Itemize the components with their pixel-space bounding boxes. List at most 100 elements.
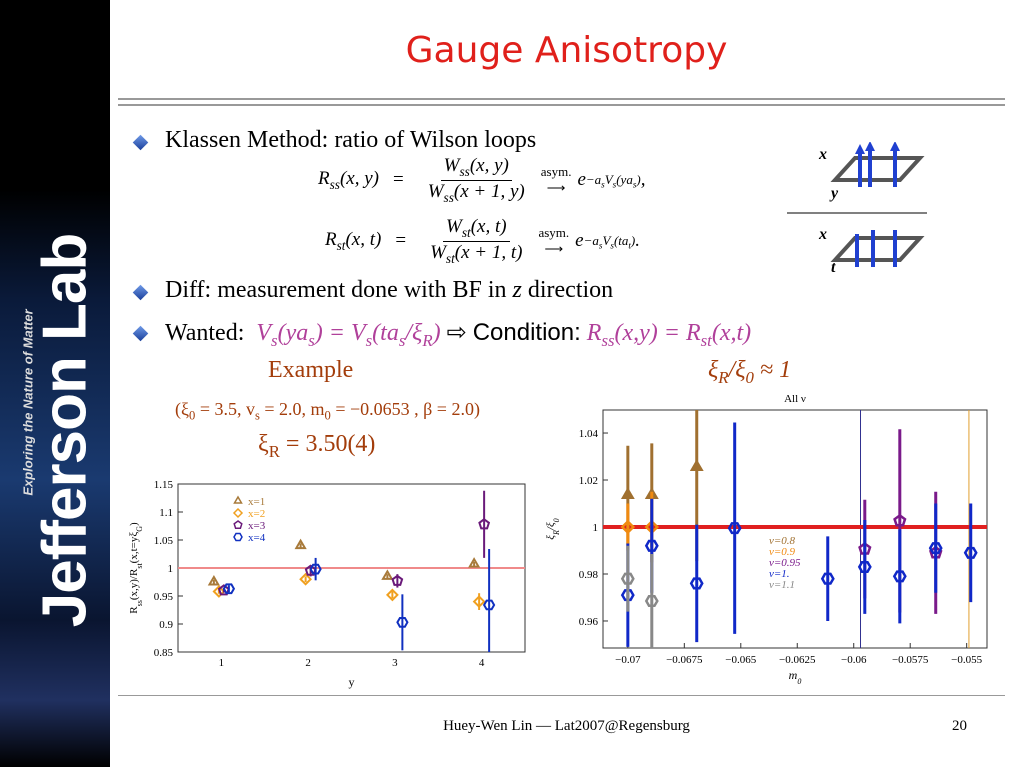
text: R [318,167,330,189]
subscript: ss [459,163,470,179]
chart: 0.85 0.9 0.95 1 1.05 1.1 1.15 1 2 3 4 y Rss(x,y)/Rst… [128,479,526,689]
text: m [789,668,798,682]
label: Wanted: [165,320,245,346]
subscript: s [610,240,614,251]
rule [118,695,1005,696]
denominator: Wss(x + 1, y) [428,181,525,206]
text: = 3.5, v [195,399,255,419]
x-tick-label: −0.07 [615,654,641,666]
legend-marker [232,507,244,519]
chart-title: All ν [784,393,806,405]
x-tick-label: 3 [392,657,398,669]
marker [304,564,317,576]
text: W [427,180,444,202]
y-tick-label: 0.85 [154,647,174,659]
equation: Rss(x,y) = Rst(x,t) [586,320,752,350]
text: ) [630,232,636,248]
text: W [445,216,462,237]
marker [396,617,409,628]
text: (x, t) [470,216,507,237]
text: = 2.0, m [259,399,325,419]
subscript: 0 [189,408,196,423]
subscript: ss [135,600,144,606]
marker [644,594,659,608]
marker [620,589,635,602]
arrow-head [865,142,875,151]
marker [482,599,496,611]
legend-marker [233,532,243,542]
y-tick-label: 0.9 [159,619,173,631]
loop-frame [830,156,925,182]
loop-label: y [829,185,839,202]
text: (x + 1, y) [453,180,525,202]
exponent: −asVs(tat) [584,233,636,251]
text: (ya [277,320,309,346]
marker [620,487,635,500]
flux-arrow [855,230,897,267]
formula: Rst(x, t) = Wst(x, t) Wst(x + 1, t) asym. ⟶ e −… [325,216,640,267]
subscript: R [422,330,433,350]
sidebar: Jefferson Lab Exploring the Nature of Ma… [0,0,110,767]
text: (ta [372,320,399,346]
text: R [128,606,140,614]
subscript: s [612,179,617,190]
text: (x, t) [345,228,382,250]
bullet-marker [132,325,149,342]
bullet-marker [132,284,149,301]
text: V [256,320,272,346]
x-label: y [349,675,355,689]
equals: = [393,169,404,191]
text: ) [128,522,140,526]
text: V [604,171,613,187]
marker [620,519,636,535]
y-tick-label: 0.95 [154,591,174,603]
text: (x,y) = R [614,320,701,346]
x-tick-label: −0.0675 [666,654,703,666]
page-number: 20 [952,718,967,734]
text: ) = V [314,320,366,346]
xi-r: ξR = 3.50(4) [258,431,375,462]
x-tick-label: 2 [305,657,311,669]
legend-label: ν=0.8 [769,535,796,547]
arrow-head [890,142,900,151]
text: (x,t) [711,320,752,346]
text: Diff: measurement done with BF in [165,277,513,303]
text: R [586,320,602,346]
variable: z [512,277,522,303]
legend-marker [233,495,243,504]
equation: Vs(yas) = Vs(tas/ξR) [256,320,440,350]
rule [118,98,1005,100]
params: (ξ0 = 3.5, vs = 2.0, m0 = −0.0653 , β = … [175,399,480,424]
subscript: 0 [552,518,561,522]
text: (ya [616,171,633,187]
legend-label: x=2 [248,508,265,520]
x-tick-label: −0.055 [951,654,982,666]
arrow-label: asym. [538,225,570,241]
arrow: asym. ⟶ [538,225,569,257]
text: (ta [613,232,629,248]
bullet-text: Diff: measurement done with BF in z dire… [165,277,613,304]
y-tick-label: 1 [593,522,599,534]
marker [857,560,872,573]
subscript: s [598,240,603,251]
subscript: ss [329,176,340,192]
subscript: s [632,179,637,190]
subscript: 0 [324,408,331,423]
rhs: e [575,230,584,252]
y-tick-label: 1.04 [579,428,599,440]
x-label: m0 [789,668,802,686]
x-tick-label: −0.0625 [779,654,816,666]
rhs: e [577,169,586,191]
text: (x + 1, t) [454,241,523,263]
logo: Jefferson Lab [30,233,100,628]
legend-label: x=4 [248,532,266,544]
marker [385,588,399,602]
subscript: s [601,179,605,190]
subscript: R [718,367,729,387]
marker [391,574,404,586]
text: ) [636,171,641,187]
subscript: st [461,224,471,240]
slide-title: Gauge Anisotropy [405,30,728,71]
y-label: ξR/ξ0 [545,518,561,539]
text: R [325,228,337,250]
